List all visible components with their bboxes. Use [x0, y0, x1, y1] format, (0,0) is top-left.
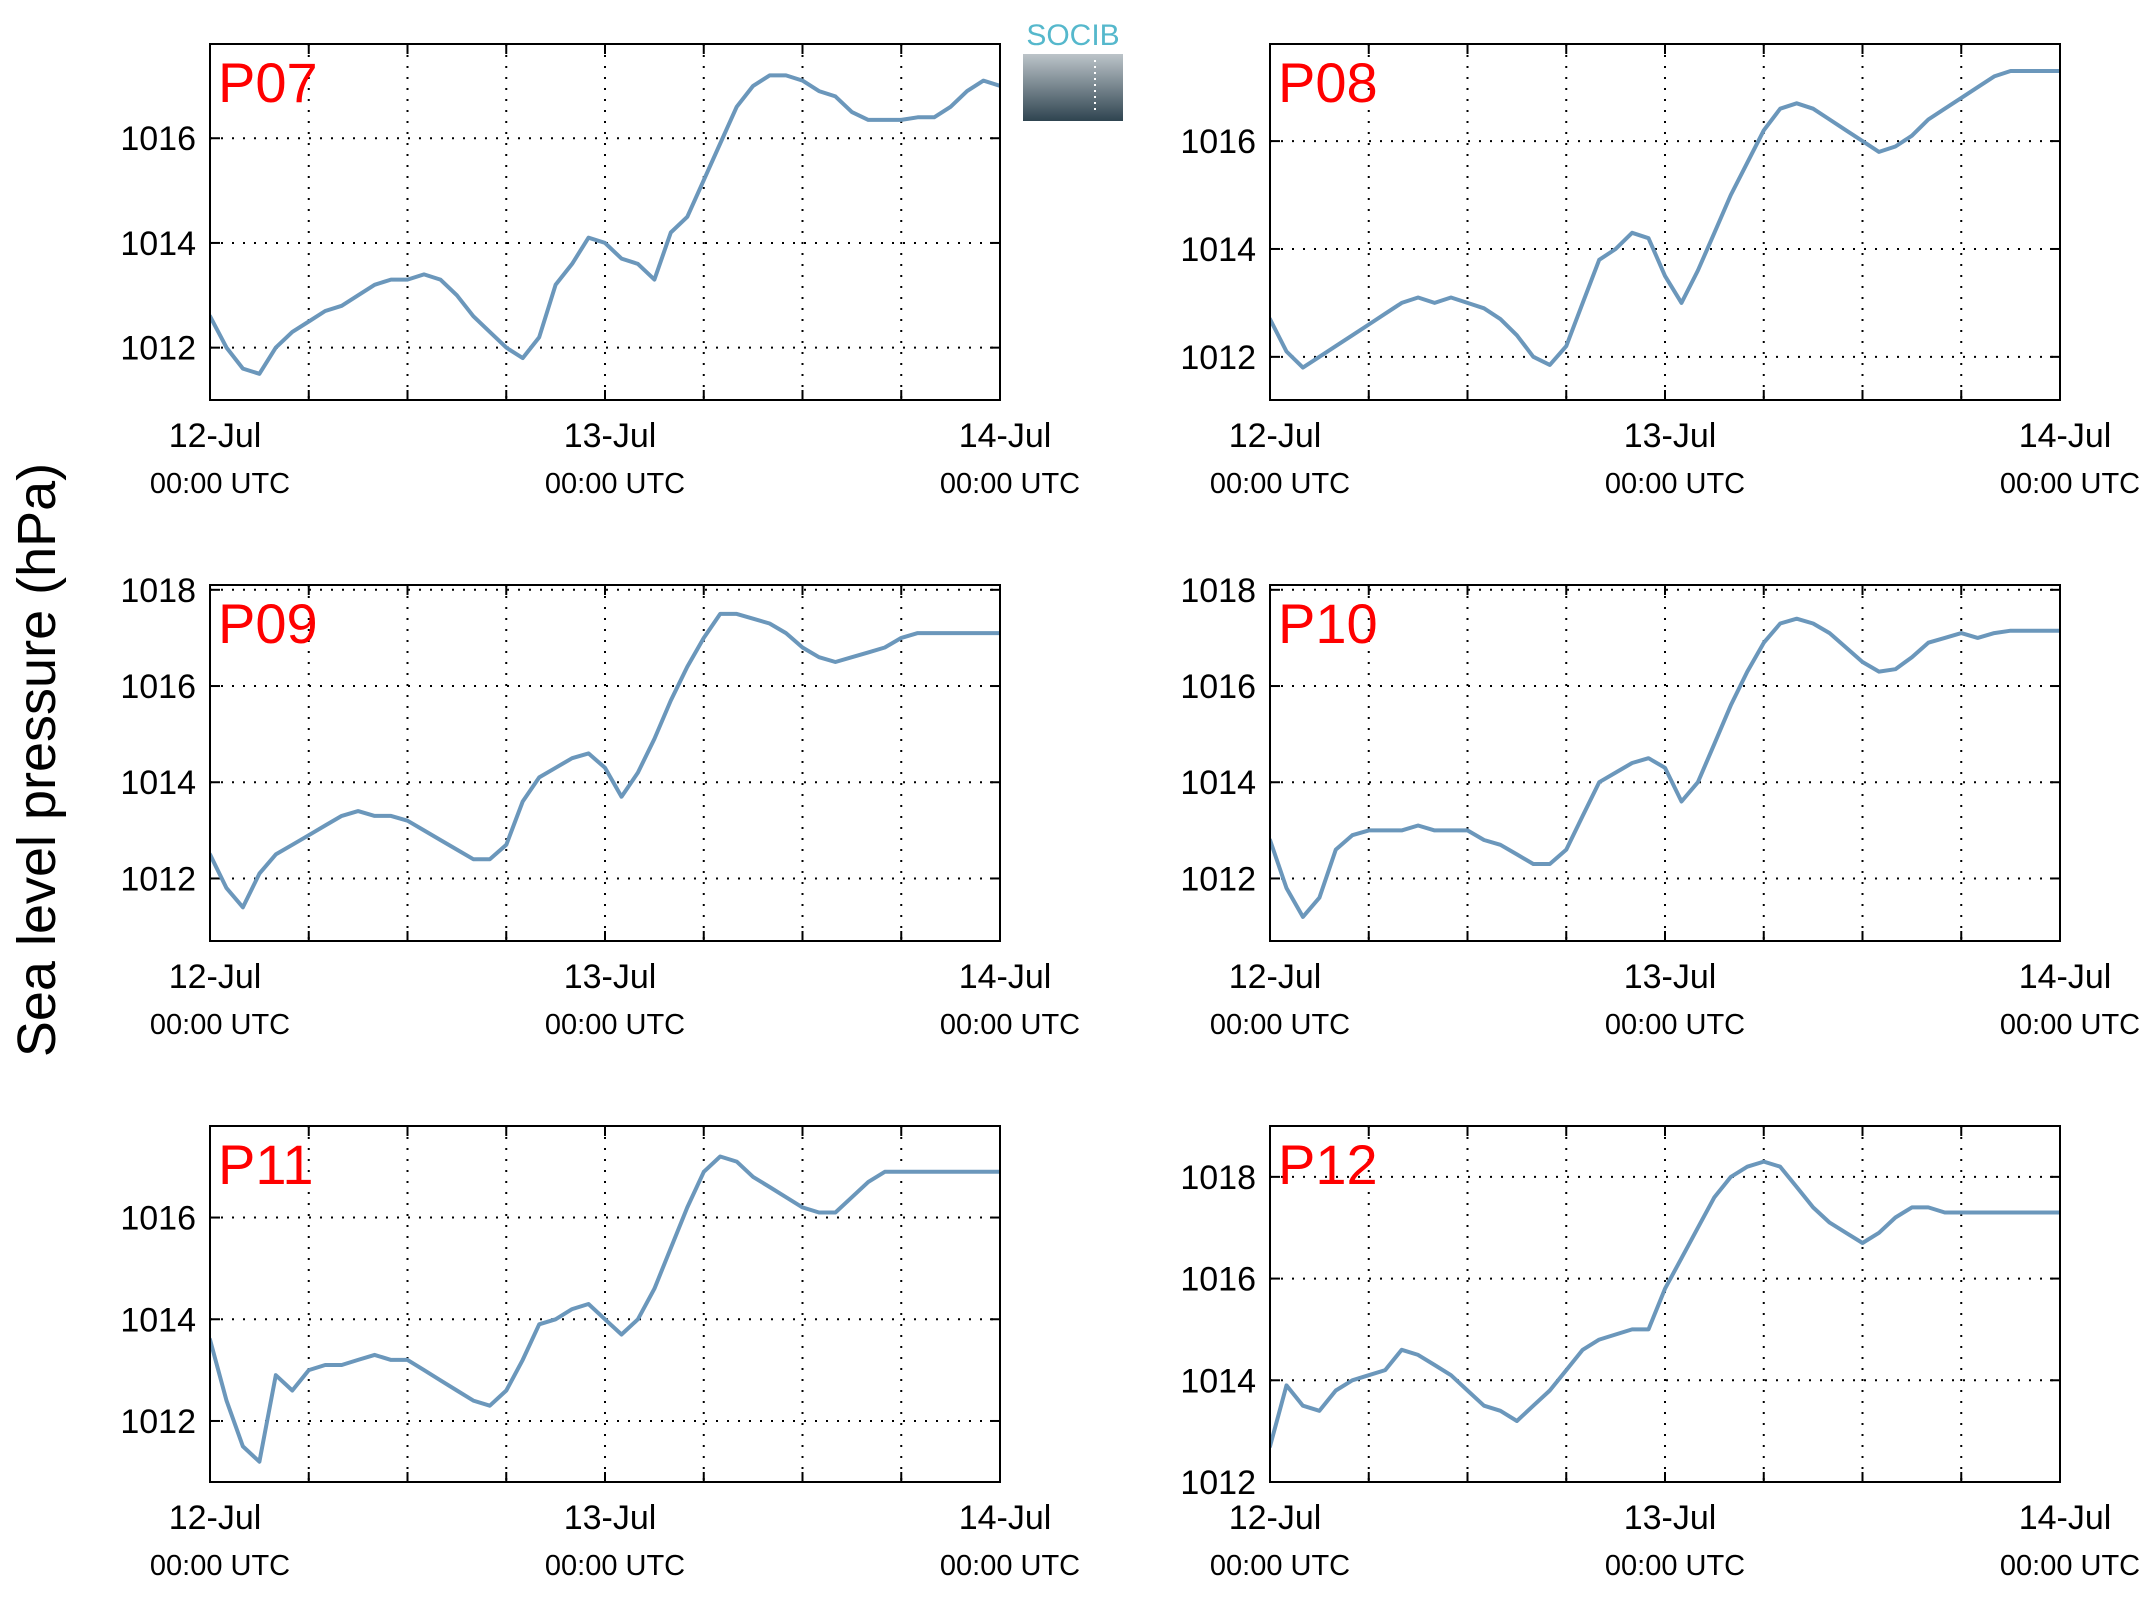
y-tick-label: 1012: [1180, 1464, 1256, 1502]
x-tick-label-date: 13-Jul: [564, 417, 657, 455]
x-tick-label-date: 12-Jul: [1229, 958, 1322, 996]
panel-p11: 1012 1014 1016 12-Jul 00:00 UTC 13-Jul 00:00 U…: [120, 1125, 1080, 1582]
x-tick-label-date: 14-Jul: [959, 958, 1052, 996]
y-tick-label: 1014: [120, 1301, 196, 1339]
y-tick-label: 1014: [120, 764, 196, 802]
x-tick-label-time: 00:00 UTC: [545, 468, 685, 500]
y-axis-label: Sea level pressure (hPa): [7, 463, 67, 1057]
x-tick-label-date: 12-Jul: [1229, 1499, 1322, 1537]
x-tick-label-time: 00:00 UTC: [1210, 1009, 1350, 1041]
panel-frame: [1269, 584, 2061, 942]
x-tick-label-date: 13-Jul: [564, 958, 657, 996]
socib-logo: SOCIB: [1023, 19, 1123, 121]
x-tick-label-date: 12-Jul: [1229, 417, 1322, 455]
panel-label: P11: [218, 1133, 313, 1196]
y-tick-label: 1014: [1180, 764, 1256, 802]
y-tick-label: 1016: [120, 120, 196, 158]
panel-label: P08: [1278, 51, 1378, 114]
y-tick-label: 1016: [1180, 668, 1256, 706]
x-tick-label-time: 00:00 UTC: [2000, 1550, 2140, 1582]
panel-p08: 1012 1014 1016 12-Jul 00:00 UTC 13-Jul 00:00 U…: [1180, 43, 2140, 500]
y-tick-label: 1012: [1180, 339, 1256, 377]
x-tick-label-date: 13-Jul: [1624, 958, 1717, 996]
x-tick-label-time: 00:00 UTC: [1605, 1550, 1745, 1582]
y-tick-label: 1018: [120, 572, 196, 610]
y-tick-label: 1016: [120, 668, 196, 706]
series-line-p07: [210, 73, 1000, 376]
series-line-p12: [1270, 1159, 2060, 1449]
x-tick-label-date: 14-Jul: [959, 1499, 1052, 1537]
x-tick-label-date: 13-Jul: [1624, 1499, 1717, 1537]
y-tick-label: 1012: [120, 1403, 196, 1441]
y-tick-label: 1016: [120, 1200, 196, 1238]
series-line-p10: [1270, 616, 2060, 919]
panel-frame: [209, 43, 1001, 401]
y-tick-label: 1014: [1180, 1362, 1256, 1400]
x-tick-label-time: 00:00 UTC: [150, 1009, 290, 1041]
panel-p10: 1012 1014 1016 1018 12-Jul 00:00 UTC 13-Jul 00:…: [1180, 572, 2140, 1041]
x-tick-label-time: 00:00 UTC: [940, 1550, 1080, 1582]
panel-label: P10: [1278, 592, 1378, 655]
panel-label: P12: [1278, 1133, 1378, 1196]
x-tick-label-time: 00:00 UTC: [1605, 1009, 1745, 1041]
x-tick-label-time: 00:00 UTC: [1210, 468, 1350, 500]
y-tick-label: 1016: [1180, 123, 1256, 161]
socib-logo-text: SOCIB: [1026, 19, 1119, 52]
panel-frame: [209, 584, 1001, 942]
y-tick-label: 1018: [1180, 1159, 1256, 1197]
y-tick-label: 1012: [1180, 860, 1256, 898]
panels-grid: 1012 1014 1016 12-Jul 00:00 UTC 13-Jul 00:00 U…: [120, 43, 2140, 1582]
x-tick-label-time: 00:00 UTC: [2000, 468, 2140, 500]
y-tick-label: 1012: [120, 860, 196, 898]
x-tick-label-date: 14-Jul: [2019, 1499, 2112, 1537]
x-tick-label-date: 12-Jul: [169, 417, 262, 455]
panel-label: P07: [218, 51, 318, 114]
x-tick-label-date: 13-Jul: [1624, 417, 1717, 455]
socib-logo-box: [1023, 54, 1123, 121]
x-tick-label-time: 00:00 UTC: [150, 1550, 290, 1582]
y-tick-label: 1014: [1180, 231, 1256, 269]
x-tick-label-date: 12-Jul: [169, 958, 262, 996]
panel-frame: [1269, 1125, 2061, 1483]
x-tick-label-date: 14-Jul: [2019, 417, 2112, 455]
y-tick-label: 1016: [1180, 1261, 1256, 1299]
x-tick-label-time: 00:00 UTC: [545, 1009, 685, 1041]
panel-p12: 1012 1014 1016 1018 12-Jul 00:00 UTC 13-Jul 00:…: [1180, 1125, 2140, 1582]
y-tick-label: 1012: [120, 330, 196, 368]
panel-frame: [209, 1125, 1001, 1483]
x-tick-label-time: 00:00 UTC: [545, 1550, 685, 1582]
x-tick-label-time: 00:00 UTC: [940, 468, 1080, 500]
y-tick-label: 1018: [1180, 572, 1256, 610]
x-tick-label-date: 13-Jul: [564, 1499, 657, 1537]
series-line-p11: [210, 1154, 1000, 1464]
panel-p07: 1012 1014 1016 12-Jul 00:00 UTC 13-Jul 00:00 U…: [120, 43, 1080, 500]
x-tick-label-time: 00:00 UTC: [150, 468, 290, 500]
y-axis-label-text: Sea level pressure (hPa): [7, 463, 67, 1057]
x-tick-label-time: 00:00 UTC: [1605, 468, 1745, 500]
x-tick-label-date: 14-Jul: [2019, 958, 2112, 996]
y-tick-label: 1014: [120, 225, 196, 263]
panel-p09: 1012 1014 1016 1018 12-Jul 00:00 UTC 13-Jul 00:…: [120, 572, 1080, 1041]
x-tick-label-date: 12-Jul: [169, 1499, 262, 1537]
x-tick-label-time: 00:00 UTC: [940, 1009, 1080, 1041]
panel-frame: [1269, 43, 2061, 401]
x-tick-label-date: 14-Jul: [959, 417, 1052, 455]
series-line-p08: [1270, 69, 2060, 370]
panel-label: P09: [218, 592, 318, 655]
x-tick-label-time: 00:00 UTC: [1210, 1550, 1350, 1582]
x-tick-label-time: 00:00 UTC: [2000, 1009, 2140, 1041]
series-line-p09: [210, 611, 1000, 910]
